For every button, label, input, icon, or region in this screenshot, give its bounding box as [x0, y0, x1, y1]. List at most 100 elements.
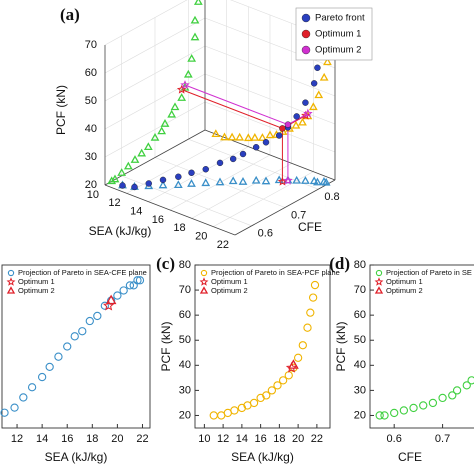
legend-marker	[7, 269, 15, 277]
z-tick-label: 70	[85, 39, 97, 51]
legend-marker	[301, 45, 311, 55]
projection-point	[301, 176, 310, 184]
legend-label: Pareto front	[315, 13, 365, 24]
projection-point	[193, 0, 203, 5]
z-tick-label: 60	[85, 67, 97, 79]
y-tick-label: 0.6	[258, 228, 273, 240]
projection-point	[167, 109, 177, 118]
x-axis-label: SEA (kJ/kg)	[89, 224, 152, 238]
projection-point	[319, 72, 329, 81]
legend-marker	[375, 269, 383, 277]
projection-point	[157, 126, 167, 135]
projection-point	[190, 15, 200, 24]
y-tick-label: 80	[354, 259, 366, 271]
y-tick-label: 0.8	[324, 191, 339, 203]
data-point	[125, 281, 135, 290]
projection-point	[170, 102, 180, 111]
data-point	[293, 113, 300, 120]
projection-point	[235, 132, 245, 141]
projection-point	[130, 155, 140, 163]
chart-title: (d)	[329, 254, 350, 273]
data-point	[284, 371, 293, 380]
projection-point	[107, 176, 117, 185]
projection-point	[117, 168, 127, 176]
legend-marker	[301, 29, 311, 39]
legend-label: Optimum 1	[315, 29, 361, 40]
axis-line	[104, 184, 236, 236]
data-point	[93, 311, 102, 321]
x-axis-label: SEA (kJ/kg)	[45, 450, 108, 464]
projection-point	[313, 177, 322, 186]
projection-line	[181, 89, 283, 129]
data-point	[135, 276, 145, 285]
data-point	[175, 173, 182, 180]
data-point	[209, 411, 218, 420]
projection-point	[187, 53, 197, 62]
data-point	[306, 308, 315, 317]
chart-title: (a)	[60, 5, 80, 24]
projection-point	[261, 176, 271, 185]
data-point	[275, 132, 283, 139]
data-point	[100, 301, 109, 310]
legend-marker	[6, 286, 16, 294]
x-tick-label: 22	[217, 239, 229, 251]
x-tick-label: 20	[195, 231, 207, 243]
x-tick-label: 12	[11, 433, 23, 445]
x-tick-label: 16	[255, 433, 267, 445]
z-axis-label: PCF (kN)	[54, 85, 68, 135]
x-tick-label: 20	[111, 433, 123, 445]
data-point	[278, 376, 288, 385]
data-point	[310, 80, 318, 87]
y-tick-label: 40	[354, 359, 366, 371]
projection-point	[321, 177, 331, 186]
y-tick-label: 40	[179, 359, 191, 371]
data-point	[448, 391, 457, 400]
data-point	[467, 376, 474, 385]
x-tick-label: 10	[87, 189, 99, 201]
y-tick-label: 80	[179, 259, 191, 271]
projection-point	[308, 102, 318, 111]
y-tick-label: 30	[179, 384, 191, 396]
data-point	[288, 359, 299, 369]
x-tick-label: 22	[311, 433, 323, 445]
projection-point	[314, 90, 324, 99]
data-point	[428, 398, 438, 408]
projection-point	[251, 175, 261, 184]
data-point	[229, 155, 237, 163]
x-tick-label: 20	[292, 433, 304, 445]
data-point	[380, 411, 389, 420]
y-axis-label: CFE	[298, 220, 322, 234]
projection-point	[250, 133, 260, 141]
projection-point	[220, 132, 229, 141]
data-point	[293, 353, 303, 362]
projection-point	[258, 133, 267, 141]
y-tick-label: 50	[179, 334, 191, 346]
grid-line	[154, 157, 286, 208]
data-point	[63, 342, 72, 351]
y-tick-label: 70	[179, 284, 191, 296]
y-tick-label: 0.7	[291, 209, 306, 221]
x-tick-label: 18	[86, 433, 98, 445]
legend-label: Optimum 2	[315, 45, 361, 56]
legend-label: Optimum 1	[18, 277, 55, 286]
x-tick-label: 14	[130, 206, 142, 218]
projection-point	[177, 93, 187, 101]
data-point	[284, 121, 292, 128]
projection-point	[301, 110, 311, 120]
data-point	[252, 144, 260, 151]
data-point	[399, 406, 409, 415]
data-point	[279, 125, 286, 132]
projection-point	[176, 84, 187, 94]
x-tick-label: 10	[198, 433, 210, 445]
data-point	[375, 411, 384, 420]
y-axis-label: PCF (kN)	[334, 322, 348, 372]
data-point	[298, 341, 307, 350]
data-point	[78, 327, 87, 336]
data-point	[133, 276, 142, 285]
data-point	[409, 403, 418, 413]
x-tick-label: 14	[36, 433, 48, 445]
x-axis-label: SEA (kJ/kg)	[231, 450, 294, 464]
data-point	[314, 64, 321, 71]
projection-point	[211, 129, 221, 138]
